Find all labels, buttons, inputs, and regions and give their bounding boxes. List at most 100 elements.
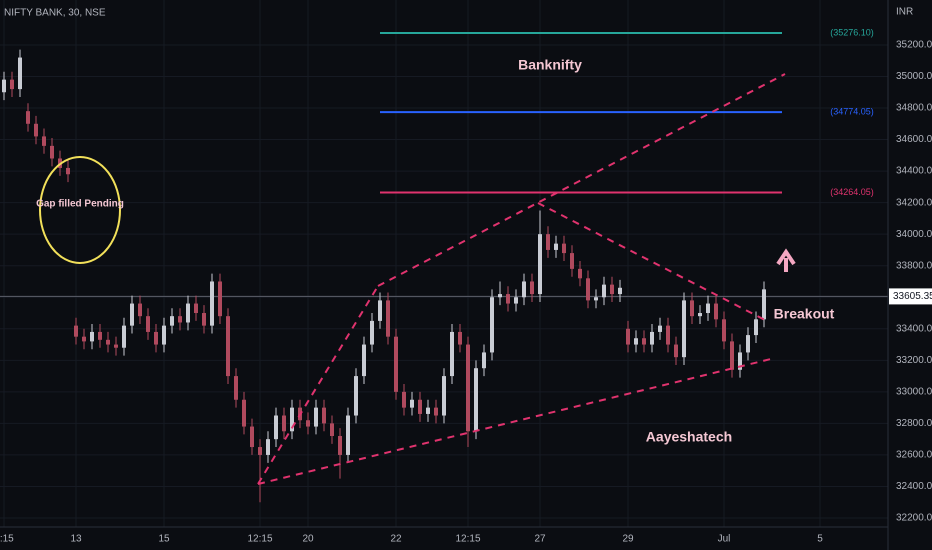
candle-body — [138, 303, 142, 317]
candle-body — [50, 145, 54, 159]
x-tick-label: Jul — [718, 534, 731, 545]
candle-body — [306, 420, 310, 427]
candle-body — [34, 123, 38, 137]
candle-body — [26, 111, 30, 124]
candle-body — [722, 319, 726, 342]
candle-body — [562, 243, 566, 254]
candle-body — [146, 316, 150, 332]
y-tick-label: 35200.00 — [896, 40, 932, 51]
candle-body — [242, 399, 246, 427]
candle-body — [346, 415, 350, 455]
x-tick-label: 13 — [70, 534, 82, 545]
candle-body — [498, 294, 502, 298]
candle-body — [658, 325, 662, 332]
x-tick-label: 27 — [534, 534, 546, 545]
y-tick-label: 33800.00 — [896, 260, 932, 271]
candle-body — [434, 407, 438, 416]
candle-body — [546, 234, 550, 250]
y-tick-label: 32600.00 — [896, 450, 932, 461]
annotation: Breakout — [774, 306, 835, 322]
x-tick-label: 12:15 — [455, 534, 480, 545]
candle-body — [186, 303, 190, 323]
y-tick-label: 34400.00 — [896, 166, 932, 177]
candle-body — [730, 341, 734, 370]
candle-body — [2, 79, 6, 93]
candle-body — [90, 331, 94, 342]
annotation: Gap filled Pending — [36, 199, 124, 210]
candle-body — [322, 407, 326, 424]
currency: INR — [896, 7, 913, 18]
candle-body — [674, 344, 678, 358]
candle-body — [290, 407, 294, 432]
candle-body — [226, 316, 230, 377]
candle-body — [610, 284, 614, 295]
last-price-label: 33605.35 — [893, 291, 932, 302]
candle-body — [554, 243, 558, 250]
y-tick-label: 34000.00 — [896, 229, 932, 240]
levels: (35276.10) (34774.05) (34264.05) — [0, 27, 888, 297]
y-tick-label: 33200.00 — [896, 355, 932, 366]
candle-body — [394, 336, 398, 392]
candle-body — [738, 352, 742, 370]
last-price-box — [889, 288, 932, 305]
candle-body — [682, 300, 686, 358]
y-tick-label: 32800.00 — [896, 418, 932, 429]
candle-body — [330, 423, 334, 437]
candle-body — [466, 344, 470, 432]
candle-body — [362, 344, 366, 377]
x-tick-label: 5 — [817, 534, 823, 545]
trendline — [257, 357, 776, 485]
candle-body — [530, 281, 534, 295]
candle-body — [370, 320, 374, 345]
candle-body — [706, 303, 710, 314]
up-arrow — [776, 248, 796, 272]
trendline — [537, 202, 766, 321]
x-tick-label: 29 — [622, 534, 634, 545]
price-level-label: (34774.05) — [830, 106, 874, 116]
candle-body — [538, 234, 542, 295]
candle-body — [618, 287, 622, 295]
candle-body — [202, 313, 206, 326]
candle-body — [450, 331, 454, 377]
candle-body — [634, 338, 638, 345]
price-level-label: (34264.05) — [830, 187, 874, 197]
candle-body — [690, 300, 694, 317]
candle-body — [106, 339, 110, 345]
y-tick-label: 34200.00 — [896, 197, 932, 208]
candle-body — [594, 297, 598, 301]
candle-body — [74, 325, 78, 337]
candle-body — [426, 407, 430, 414]
y-tick-label: 34600.00 — [896, 134, 932, 145]
candle-body — [178, 316, 182, 323]
candle-body — [234, 376, 238, 400]
candle-body — [194, 303, 198, 314]
candle-body — [338, 436, 342, 455]
candle-body — [714, 303, 718, 320]
candle-body — [586, 278, 590, 301]
candle-body — [386, 300, 390, 337]
candle-body — [762, 289, 766, 320]
candles — [2, 49, 766, 503]
x-tick-label: 2:15 — [0, 534, 14, 545]
axes: 32200.00 32400.00 32600.00 32800.00 33000.00… — [0, 40, 932, 545]
candle-body — [458, 331, 462, 345]
candle-body — [282, 415, 286, 432]
candle-body — [170, 316, 174, 326]
candle-body — [410, 399, 414, 408]
candle-body — [274, 415, 278, 440]
annotation: Aayeshatech — [646, 429, 732, 445]
annotation: Banknifty — [518, 57, 582, 73]
candle-body — [154, 331, 158, 345]
y-tick-label: 33400.00 — [896, 323, 932, 334]
x-tick-label: 15 — [158, 534, 170, 545]
candle-body — [266, 439, 270, 455]
candle-body — [66, 167, 70, 175]
candle-body — [514, 297, 518, 304]
gap-ellipse — [39, 156, 121, 264]
candle-body — [642, 338, 646, 345]
candle-body — [98, 331, 102, 340]
candle-body — [754, 319, 758, 336]
candle-body — [314, 407, 318, 427]
candle-body — [746, 335, 750, 353]
